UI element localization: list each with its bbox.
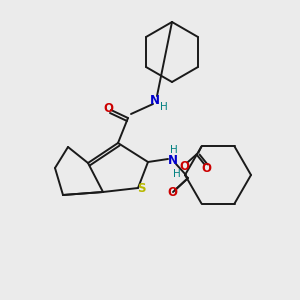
Text: H: H: [160, 102, 168, 112]
Text: N: N: [150, 94, 160, 106]
Text: O: O: [167, 187, 177, 200]
Text: N: N: [168, 154, 178, 166]
Text: S: S: [137, 182, 145, 196]
Text: H: H: [170, 145, 178, 155]
Text: O: O: [103, 101, 113, 115]
Text: O: O: [179, 160, 190, 173]
Text: H: H: [172, 169, 180, 179]
Text: O: O: [202, 162, 212, 175]
